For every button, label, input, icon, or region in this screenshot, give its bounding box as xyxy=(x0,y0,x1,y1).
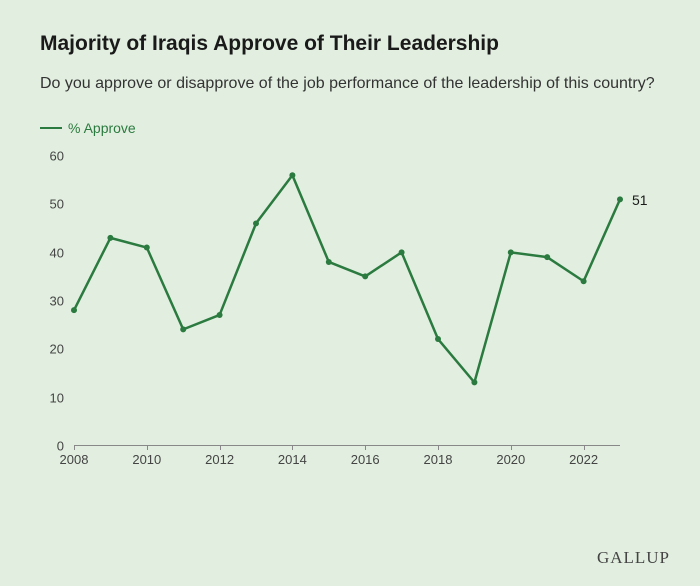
data-marker xyxy=(180,326,186,332)
data-marker xyxy=(326,259,332,265)
data-marker xyxy=(399,249,405,255)
y-tick-label: 20 xyxy=(50,342,64,357)
x-tick-mark xyxy=(438,445,439,450)
data-marker xyxy=(435,336,441,342)
x-tick-label: 2016 xyxy=(351,452,380,467)
x-tick-label: 2022 xyxy=(569,452,598,467)
chart-title: Majority of Iraqis Approve of Their Lead… xyxy=(40,32,660,56)
legend-label: % Approve xyxy=(68,120,136,136)
data-marker xyxy=(253,220,259,226)
data-marker xyxy=(544,254,550,260)
data-marker xyxy=(508,249,514,255)
brand-logo: GALLUP xyxy=(597,548,670,568)
data-marker xyxy=(617,196,623,202)
series-line xyxy=(74,175,620,382)
line-svg xyxy=(74,156,620,445)
x-tick-mark xyxy=(147,445,148,450)
plot-area: 2008201020122014201620182020202251 xyxy=(74,156,620,446)
x-tick-label: 2010 xyxy=(132,452,161,467)
x-tick-label: 2014 xyxy=(278,452,307,467)
x-tick-label: 2012 xyxy=(205,452,234,467)
legend: % Approve xyxy=(40,120,660,136)
y-tick-label: 10 xyxy=(50,390,64,405)
y-tick-label: 60 xyxy=(50,149,64,164)
data-marker xyxy=(362,273,368,279)
y-tick-label: 40 xyxy=(50,245,64,260)
x-tick-label: 2018 xyxy=(424,452,453,467)
data-marker xyxy=(107,235,113,241)
data-marker xyxy=(71,307,77,313)
data-marker xyxy=(217,312,223,318)
x-tick-label: 2020 xyxy=(496,452,525,467)
chart-subtitle: Do you approve or disapprove of the job … xyxy=(40,72,660,96)
data-marker xyxy=(289,172,295,178)
x-tick-label: 2008 xyxy=(60,452,89,467)
x-tick-mark xyxy=(292,445,293,450)
data-marker xyxy=(144,245,150,251)
y-tick-label: 30 xyxy=(50,294,64,309)
data-marker xyxy=(471,379,477,385)
legend-line-swatch xyxy=(40,127,62,129)
y-axis: 0102030405060 xyxy=(40,156,70,446)
x-tick-mark xyxy=(74,445,75,450)
chart-area: 0102030405060 20082010201220142016201820… xyxy=(40,156,660,476)
data-marker xyxy=(581,278,587,284)
x-tick-mark xyxy=(584,445,585,450)
x-tick-mark xyxy=(220,445,221,450)
x-tick-mark xyxy=(511,445,512,450)
x-tick-mark xyxy=(365,445,366,450)
end-value-label: 51 xyxy=(632,192,648,208)
y-tick-label: 50 xyxy=(50,197,64,212)
